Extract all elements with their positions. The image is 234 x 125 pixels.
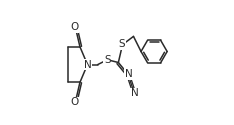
Text: N: N <box>131 88 139 98</box>
Text: O: O <box>70 97 79 107</box>
Text: N: N <box>84 60 91 70</box>
Text: O: O <box>70 22 79 32</box>
Text: N: N <box>125 69 132 79</box>
Text: S: S <box>118 39 125 49</box>
Text: S: S <box>104 55 111 65</box>
